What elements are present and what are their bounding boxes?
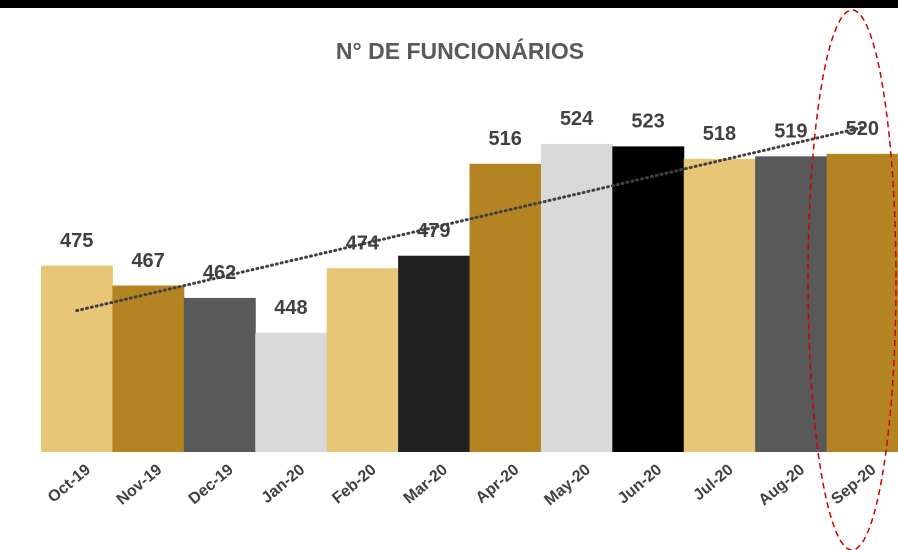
data-label: 523 <box>631 111 664 133</box>
bar <box>255 332 328 452</box>
bar <box>326 268 399 452</box>
x-tick-label: Sep-20 <box>828 461 879 508</box>
data-label: 475 <box>60 230 93 252</box>
data-label: 520 <box>846 118 879 140</box>
data-label: 448 <box>274 297 307 319</box>
x-tick-label: Mar-20 <box>401 461 452 507</box>
x-tick-label: Oct-19 <box>45 461 94 506</box>
data-label: 519 <box>774 121 807 143</box>
bar <box>469 163 542 453</box>
x-tick-label: Feb-20 <box>329 461 380 507</box>
x-tick-label: May-20 <box>541 461 594 509</box>
x-tick-label: Jan-20 <box>258 461 308 507</box>
x-tick-label: Nov-19 <box>114 461 166 508</box>
data-label: 518 <box>703 123 736 145</box>
data-label: 524 <box>560 108 594 130</box>
x-tick-label: Jun-20 <box>615 461 666 507</box>
bar <box>41 265 113 452</box>
bar <box>183 297 256 452</box>
data-label: 462 <box>203 262 236 284</box>
bar <box>612 146 685 452</box>
x-tick-label: Jul-20 <box>690 461 736 504</box>
bars <box>41 143 898 453</box>
bar <box>112 285 185 452</box>
bar <box>540 143 613 452</box>
data-label: 516 <box>489 128 522 150</box>
highlight-ellipse <box>807 9 897 550</box>
chart-title: N° DE FUNCIONÁRIOS <box>336 37 584 64</box>
bar <box>398 255 470 452</box>
bar <box>826 153 898 452</box>
trend-line <box>75 125 864 313</box>
bar <box>755 156 828 453</box>
x-tick-label: Aug-20 <box>756 461 809 509</box>
x-tick-label: Dec-19 <box>186 461 237 508</box>
top-bar <box>0 0 898 8</box>
data-label: 467 <box>131 250 164 272</box>
bar <box>683 158 756 453</box>
x-tick-label: Apr-20 <box>473 461 523 507</box>
